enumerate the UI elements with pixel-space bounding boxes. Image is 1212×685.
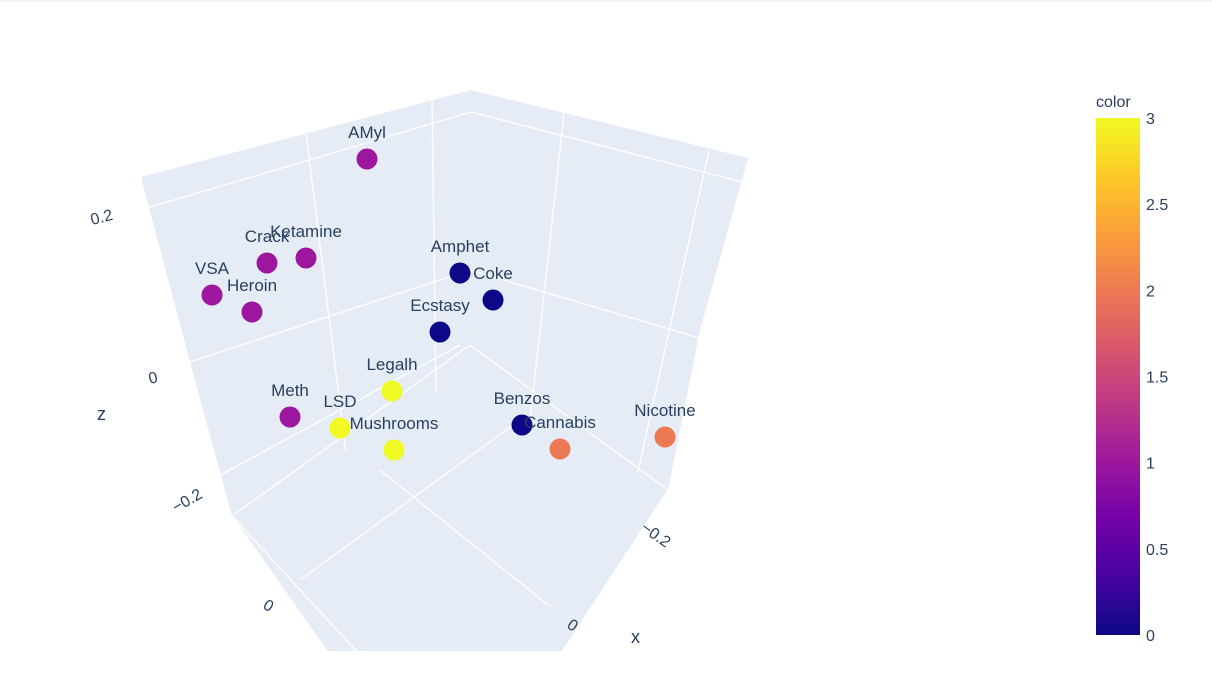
grid-line xyxy=(529,112,565,421)
point-label: Cannabis xyxy=(524,413,596,432)
grid-lines xyxy=(146,99,747,651)
grid-line xyxy=(305,133,347,453)
data-point[interactable] xyxy=(511,414,533,436)
point-label: Ketamine xyxy=(270,222,342,241)
floor-fill xyxy=(141,90,748,651)
point-label: VSA xyxy=(195,259,230,278)
z-tick-label: −0.2 xyxy=(170,486,206,517)
data-point[interactable] xyxy=(449,262,471,284)
z-tick-label: 0 xyxy=(147,369,160,388)
colorbar-tick-label: 0.5 xyxy=(1146,542,1168,559)
data-point[interactable] xyxy=(549,438,571,460)
grid-line xyxy=(431,99,437,393)
point-label: Amphet xyxy=(431,237,490,256)
colorbar-gradient xyxy=(1096,118,1140,635)
top-border xyxy=(0,0,1212,2)
scene[interactable]: 0.2 0 −0.2 z 0 −0.2 0 x AMylCrackKetamin… xyxy=(89,89,749,655)
point-label: Legalh xyxy=(366,355,417,374)
colorbar-tick-label: 2.5 xyxy=(1146,197,1168,214)
x-tick-label: −0.2 xyxy=(638,519,674,551)
z-tick-label: 0.2 xyxy=(89,207,115,229)
data-point[interactable] xyxy=(429,321,451,343)
colorbar: color 3 2.5 2 1.5 1 0.5 0 xyxy=(1096,94,1168,645)
colorbar-tick-label: 0 xyxy=(1146,628,1155,645)
data-point[interactable] xyxy=(279,406,301,428)
grid-line xyxy=(214,344,461,479)
colorbar-title: color xyxy=(1096,94,1131,111)
grid-line xyxy=(231,344,471,517)
grid-line xyxy=(299,419,521,581)
grid-line xyxy=(379,469,549,606)
point-label: Crack xyxy=(245,227,290,246)
colorbar-tick-label: 2 xyxy=(1146,283,1155,300)
point-label: Mushrooms xyxy=(350,414,439,433)
point-label: Nicotine xyxy=(634,401,695,420)
y-tick-label: 0 xyxy=(260,597,276,616)
grid-line xyxy=(231,515,358,651)
point-label: Benzos xyxy=(494,389,551,408)
point-label: LSD xyxy=(323,392,356,411)
data-point[interactable] xyxy=(383,439,405,461)
data-point[interactable] xyxy=(654,426,676,448)
point-label: Meth xyxy=(271,381,309,400)
z-axis-title: z xyxy=(97,404,106,424)
data-point[interactable] xyxy=(241,301,263,323)
grid-line xyxy=(469,269,707,341)
data-point[interactable] xyxy=(329,417,351,439)
colorbar-tick-label: 3 xyxy=(1146,111,1155,128)
point-label: Coke xyxy=(473,264,513,283)
grid-line xyxy=(470,111,747,184)
data-point[interactable] xyxy=(482,289,504,311)
point-label: Ecstasy xyxy=(410,296,470,315)
grid-line xyxy=(469,344,669,491)
data-point[interactable] xyxy=(256,252,278,274)
point-label: Heroin xyxy=(227,276,277,295)
data-point[interactable] xyxy=(356,148,378,170)
grid-line xyxy=(189,269,471,363)
grid-line xyxy=(637,149,710,473)
colorbar-tick-label: 1.5 xyxy=(1146,370,1168,387)
grid-line xyxy=(561,489,669,651)
point-label: AMyl xyxy=(348,123,386,142)
data-point[interactable] xyxy=(381,380,403,402)
data-point[interactable] xyxy=(201,284,223,306)
data-point[interactable] xyxy=(295,247,317,269)
colorbar-tick-label: 1 xyxy=(1146,456,1155,473)
x-axis-title: x xyxy=(631,627,640,647)
